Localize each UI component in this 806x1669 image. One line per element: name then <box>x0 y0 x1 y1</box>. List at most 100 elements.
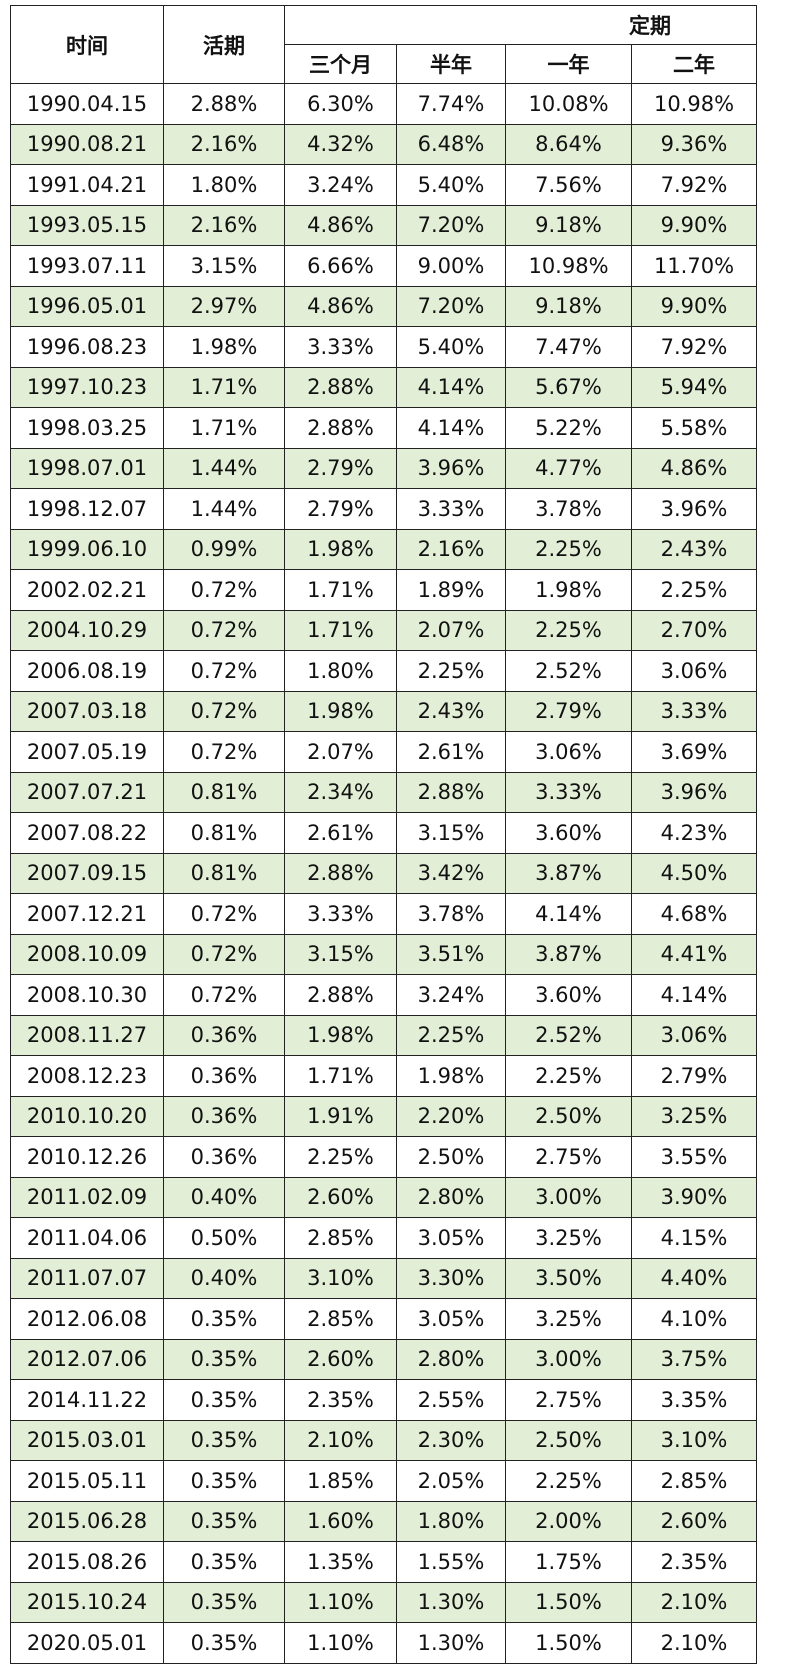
rate-cell: 0.72% <box>163 893 285 935</box>
rate-cell: 3.42% <box>396 852 506 894</box>
date-cell: 1991.04.21 <box>10 164 164 206</box>
rate-cell: 2.25% <box>284 1136 397 1178</box>
rate-cell: 3.25% <box>505 1217 632 1259</box>
table-row: 1998.03.25 1.71% 2.88% 4.14% 5.22% 5.58% <box>10 407 757 449</box>
rate-cell: 4.14% <box>631 974 757 1016</box>
date-cell: 2008.11.27 <box>10 1014 164 1056</box>
table-row: 2014.11.22 0.35% 2.35% 2.55% 2.75% 3.35% <box>10 1379 757 1421</box>
rate-cell: 2.80% <box>396 1176 506 1218</box>
date-cell: 1996.05.01 <box>10 285 164 327</box>
rate-cell: 7.74% <box>396 83 506 125</box>
rate-cell: 3.33% <box>505 771 632 813</box>
rate-cell: 0.36% <box>163 1136 285 1178</box>
rate-cell: 2.00% <box>505 1500 632 1542</box>
table-row: 2015.03.01 0.35% 2.10% 2.30% 2.50% 3.10% <box>10 1419 757 1461</box>
rate-cell: 7.20% <box>396 285 506 327</box>
rate-cell: 2.20% <box>396 1095 506 1137</box>
rate-cell: 0.35% <box>163 1581 285 1623</box>
date-cell: 1998.03.25 <box>10 407 164 449</box>
rate-cell: 3.33% <box>631 690 757 732</box>
rate-cell: 3.60% <box>505 812 632 854</box>
rate-cell: 1.71% <box>284 569 397 611</box>
rate-cell: 2.43% <box>631 528 757 570</box>
date-cell: 2007.07.21 <box>10 771 164 813</box>
table-row: 2007.09.15 0.81% 2.88% 3.42% 3.87% 4.50% <box>10 852 757 894</box>
rate-cell: 4.86% <box>631 447 757 489</box>
date-cell: 2011.04.06 <box>10 1217 164 1259</box>
rate-cell: 3.10% <box>631 1419 757 1461</box>
rate-cell: 1.50% <box>505 1581 632 1623</box>
rate-cell: 2.85% <box>284 1298 397 1340</box>
rate-table: 时间 活期 定期 三个月 半年 一年 二年 1990.04.15 2.88% 6.30% 7… <box>10 5 757 1664</box>
rate-cell: 3.55% <box>631 1136 757 1178</box>
table-row: 2008.12.23 0.36% 1.71% 1.98% 2.25% 2.79% <box>10 1055 757 1097</box>
date-cell: 2014.11.22 <box>10 1379 164 1421</box>
rate-cell: 5.58% <box>631 407 757 449</box>
rate-cell: 3.00% <box>505 1338 632 1380</box>
rate-cell: 0.72% <box>163 933 285 975</box>
table-row: 1999.06.10 0.99% 1.98% 2.16% 2.25% 2.43% <box>10 528 757 570</box>
rate-cell: 0.35% <box>163 1460 285 1502</box>
table-row: 2007.08.22 0.81% 2.61% 3.15% 3.60% 4.23% <box>10 812 757 854</box>
rate-cell: 4.86% <box>284 285 397 327</box>
rate-cell: 11.70% <box>631 245 757 287</box>
rate-cell: 0.40% <box>163 1176 285 1218</box>
rate-cell: 2.75% <box>505 1379 632 1421</box>
rate-cell: 1.80% <box>284 650 397 692</box>
rate-cell: 2.05% <box>396 1460 506 1502</box>
rate-cell: 2.50% <box>505 1095 632 1137</box>
rate-cell: 3.33% <box>284 893 397 935</box>
table-row: 1997.10.23 1.71% 2.88% 4.14% 5.67% 5.94% <box>10 366 757 408</box>
date-cell: 1990.08.21 <box>10 123 164 165</box>
rate-cell: 1.80% <box>396 1500 506 1542</box>
rate-cell: 2.80% <box>396 1338 506 1380</box>
rate-cell: 8.64% <box>505 123 632 165</box>
table-row: 1993.07.11 3.15% 6.66% 9.00% 10.98% 11.70% <box>10 245 757 287</box>
rate-cell: 1.71% <box>284 1055 397 1097</box>
rate-cell: 1.98% <box>505 569 632 611</box>
rate-cell: 1.71% <box>163 366 285 408</box>
date-cell: 2020.05.01 <box>10 1622 164 1664</box>
rate-cell: 2.88% <box>284 407 397 449</box>
rate-cell: 2.88% <box>396 771 506 813</box>
table-row: 2015.05.11 0.35% 1.85% 2.05% 2.25% 2.85% <box>10 1460 757 1502</box>
rate-cell: 0.81% <box>163 852 285 894</box>
header-row: 三个月 半年 一年 二年 <box>11 44 757 84</box>
rate-cell: 1.10% <box>284 1622 397 1664</box>
rate-cell: 4.50% <box>631 852 757 894</box>
rate-cell: 3.78% <box>505 488 632 530</box>
date-cell: 1990.04.15 <box>10 83 164 125</box>
rate-cell: 3.60% <box>505 974 632 1016</box>
table-row: 2008.11.27 0.36% 1.98% 2.25% 2.52% 3.06% <box>10 1014 757 1056</box>
rate-cell: 0.81% <box>163 812 285 854</box>
rate-cell: 9.36% <box>631 123 757 165</box>
table-row: 2007.03.18 0.72% 1.98% 2.43% 2.79% 3.33% <box>10 690 757 732</box>
header-cell: 活期 <box>163 5 285 84</box>
rate-cell: 0.72% <box>163 731 285 773</box>
rate-cell: 2.35% <box>631 1541 757 1583</box>
table-row: 1998.07.01 1.44% 2.79% 3.96% 4.77% 4.86% <box>10 447 757 489</box>
date-cell: 2006.08.19 <box>10 650 164 692</box>
rate-cell: 1.71% <box>284 609 397 651</box>
rate-cell: 6.66% <box>284 245 397 287</box>
date-cell: 2007.12.21 <box>10 893 164 935</box>
rate-cell: 2.52% <box>505 650 632 692</box>
rate-cell: 0.81% <box>163 771 285 813</box>
date-cell: 1997.10.23 <box>10 366 164 408</box>
rate-cell: 3.78% <box>396 893 506 935</box>
rate-cell: 0.35% <box>163 1379 285 1421</box>
table-row: 1993.05.15 2.16% 4.86% 7.20% 9.18% 9.90% <box>10 204 757 246</box>
table-row: 1996.08.23 1.98% 3.33% 5.40% 7.47% 7.92% <box>10 326 757 368</box>
rate-cell: 2.61% <box>284 812 397 854</box>
header-cell: 时间 <box>10 5 164 84</box>
rate-cell: 10.98% <box>631 83 757 125</box>
rate-cell: 1.85% <box>284 1460 397 1502</box>
header-row: 时间 活期 定期 <box>10 5 757 84</box>
rate-cell: 3.25% <box>505 1298 632 1340</box>
rate-cell: 0.50% <box>163 1217 285 1259</box>
rate-cell: 2.88% <box>284 852 397 894</box>
table-row: 2007.07.21 0.81% 2.34% 2.88% 3.33% 3.96% <box>10 771 757 813</box>
rate-cell: 1.71% <box>163 407 285 449</box>
rate-cell: 2.97% <box>163 285 285 327</box>
